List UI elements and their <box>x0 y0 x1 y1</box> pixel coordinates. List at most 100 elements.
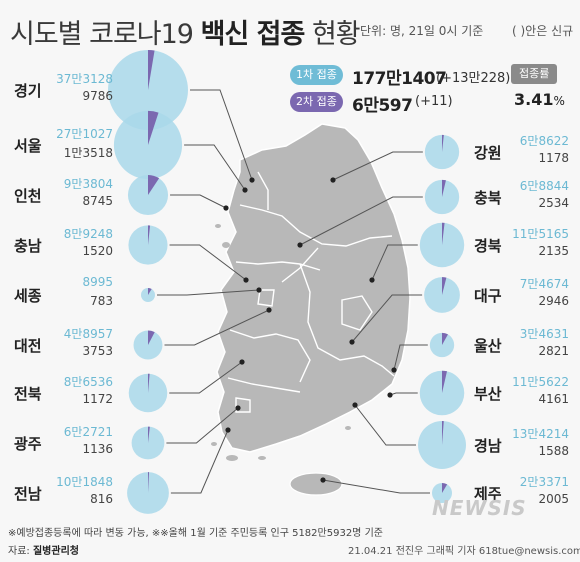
region-name: 서울 <box>14 137 42 155</box>
leader-line <box>354 404 417 446</box>
region-2-right-pie <box>419 222 465 268</box>
region-dose1-value: 9만3804 <box>63 177 113 191</box>
newsis-logo: NEWSIS <box>432 496 527 520</box>
region-name: 제주 <box>474 485 502 503</box>
leader-line <box>166 407 239 444</box>
region-3-right-pie <box>424 277 460 313</box>
region-name: 경북 <box>474 237 502 255</box>
region-5-left-dose2-slice <box>148 330 155 345</box>
title-bold: 백신 접종 <box>200 19 306 50</box>
rate-value: 3.41 <box>514 90 554 109</box>
region-name: 강원 <box>474 144 502 162</box>
korea-map <box>211 123 411 496</box>
leader-line <box>371 244 418 281</box>
region-2-left-pie <box>127 174 169 216</box>
region-name: 세종 <box>14 287 42 305</box>
region-4-left-dose2-slice <box>148 288 152 295</box>
leader-line <box>389 392 418 396</box>
region-label: 대구 7만4674 2946 <box>464 274 569 316</box>
region-dose1-value: 8만9248 <box>63 227 113 241</box>
region-label: 충북 6만8844 2534 <box>464 176 569 218</box>
region-0-left-pie <box>108 49 188 130</box>
region-name: 인천 <box>14 187 42 205</box>
leader-line <box>351 294 423 343</box>
region-label: 서울 27만1027 1만3518 <box>8 124 113 166</box>
region-name: 광주 <box>14 435 42 453</box>
region-dose1-value: 10만1848 <box>56 475 113 489</box>
region-dot <box>239 359 245 365</box>
region-dose2-value: 3753 <box>82 344 113 358</box>
region-7-right-pie <box>431 482 453 504</box>
region-dose2-value: 1588 <box>538 444 569 458</box>
rate-unit: % <box>553 94 565 108</box>
leader-lines <box>157 89 430 494</box>
region-dot <box>249 177 255 183</box>
region-name: 경기 <box>14 82 42 100</box>
leader-line <box>170 429 229 494</box>
region-5-right-pie <box>419 370 465 416</box>
region-0-left-dose2-slice <box>148 49 155 90</box>
region-8-left-pie <box>127 472 169 514</box>
region-name: 전북 <box>14 385 42 403</box>
jeju-island <box>289 472 343 496</box>
region-dot <box>369 277 375 283</box>
region-dose1-value: 11만5165 <box>512 227 569 241</box>
region-dot <box>320 477 326 483</box>
dose1-new: (+13만228) <box>436 71 511 86</box>
region-dose2-value: 1136 <box>82 442 113 456</box>
region-label: 광주 6만2721 1136 <box>8 422 113 464</box>
region-name: 전남 <box>14 485 42 503</box>
region-name: 충남 <box>14 237 42 255</box>
rate-value-box: 3.41% <box>514 90 565 109</box>
region-name: 충북 <box>474 189 502 207</box>
region-label: 충남 8만9248 1520 <box>8 224 113 266</box>
region-dose1-value: 4만8957 <box>63 327 113 341</box>
region-6-left-dose2-slice <box>148 373 150 393</box>
region-5-left-pie <box>133 330 163 360</box>
leader-line <box>164 309 270 346</box>
region-name: 경남 <box>474 437 502 455</box>
region-label: 전북 8만6536 1172 <box>8 372 113 414</box>
region-dot <box>235 405 241 411</box>
region-dose1-value: 8995 <box>82 275 113 289</box>
region-6-right-pie <box>418 421 466 469</box>
region-1-right-dose2-slice <box>442 179 446 197</box>
region-dose1-value: 3만4631 <box>519 327 569 341</box>
korea-mainland <box>216 123 411 453</box>
leader-line <box>169 361 243 394</box>
dose2-new: (+11) <box>415 94 453 109</box>
region-dose2-value: 1만3518 <box>63 146 113 160</box>
region-name: 대구 <box>474 287 502 305</box>
page-title: 시도별 코로나19 백신 접종 현황 <box>10 12 361 51</box>
region-dot <box>256 287 262 293</box>
region-dose1-value: 13만4214 <box>512 427 569 441</box>
region-label: 경기 37만3128 9786 <box>8 69 113 111</box>
region-dose2-value: 2005 <box>538 492 569 506</box>
region-dose2-value: 1520 <box>82 244 113 258</box>
region-6-left-pie <box>128 373 168 413</box>
region-7-left-pie <box>131 426 165 460</box>
region-1-left-dose2-slice <box>148 110 159 145</box>
region-4-left-pie <box>141 288 155 302</box>
region-dot <box>330 177 336 183</box>
region-1-right-pie <box>424 179 460 215</box>
source-label: 자료: <box>8 546 30 557</box>
source-value: 질병관리청 <box>32 546 79 557</box>
region-dose2-value: 9786 <box>82 89 113 103</box>
region-name: 울산 <box>474 337 502 355</box>
region-name: 대전 <box>14 337 42 355</box>
leader-line <box>157 289 260 296</box>
region-dose1-value: 7만4674 <box>519 277 569 291</box>
region-3-left-dose2-slice <box>148 225 151 245</box>
region-dose2-value: 783 <box>90 294 113 308</box>
leader-line <box>393 344 428 371</box>
region-label: 제주 2만3371 2005 <box>464 472 569 514</box>
region-dose2-value: 4161 <box>538 392 569 406</box>
region-0-right-pie <box>424 134 460 170</box>
region-dot <box>223 205 229 211</box>
dose2-total: 6만597 <box>352 96 413 116</box>
region-dose2-value: 1178 <box>538 151 569 165</box>
region-8-left-dose2-slice <box>148 472 150 493</box>
region-0-right-dose2-slice <box>442 134 444 152</box>
